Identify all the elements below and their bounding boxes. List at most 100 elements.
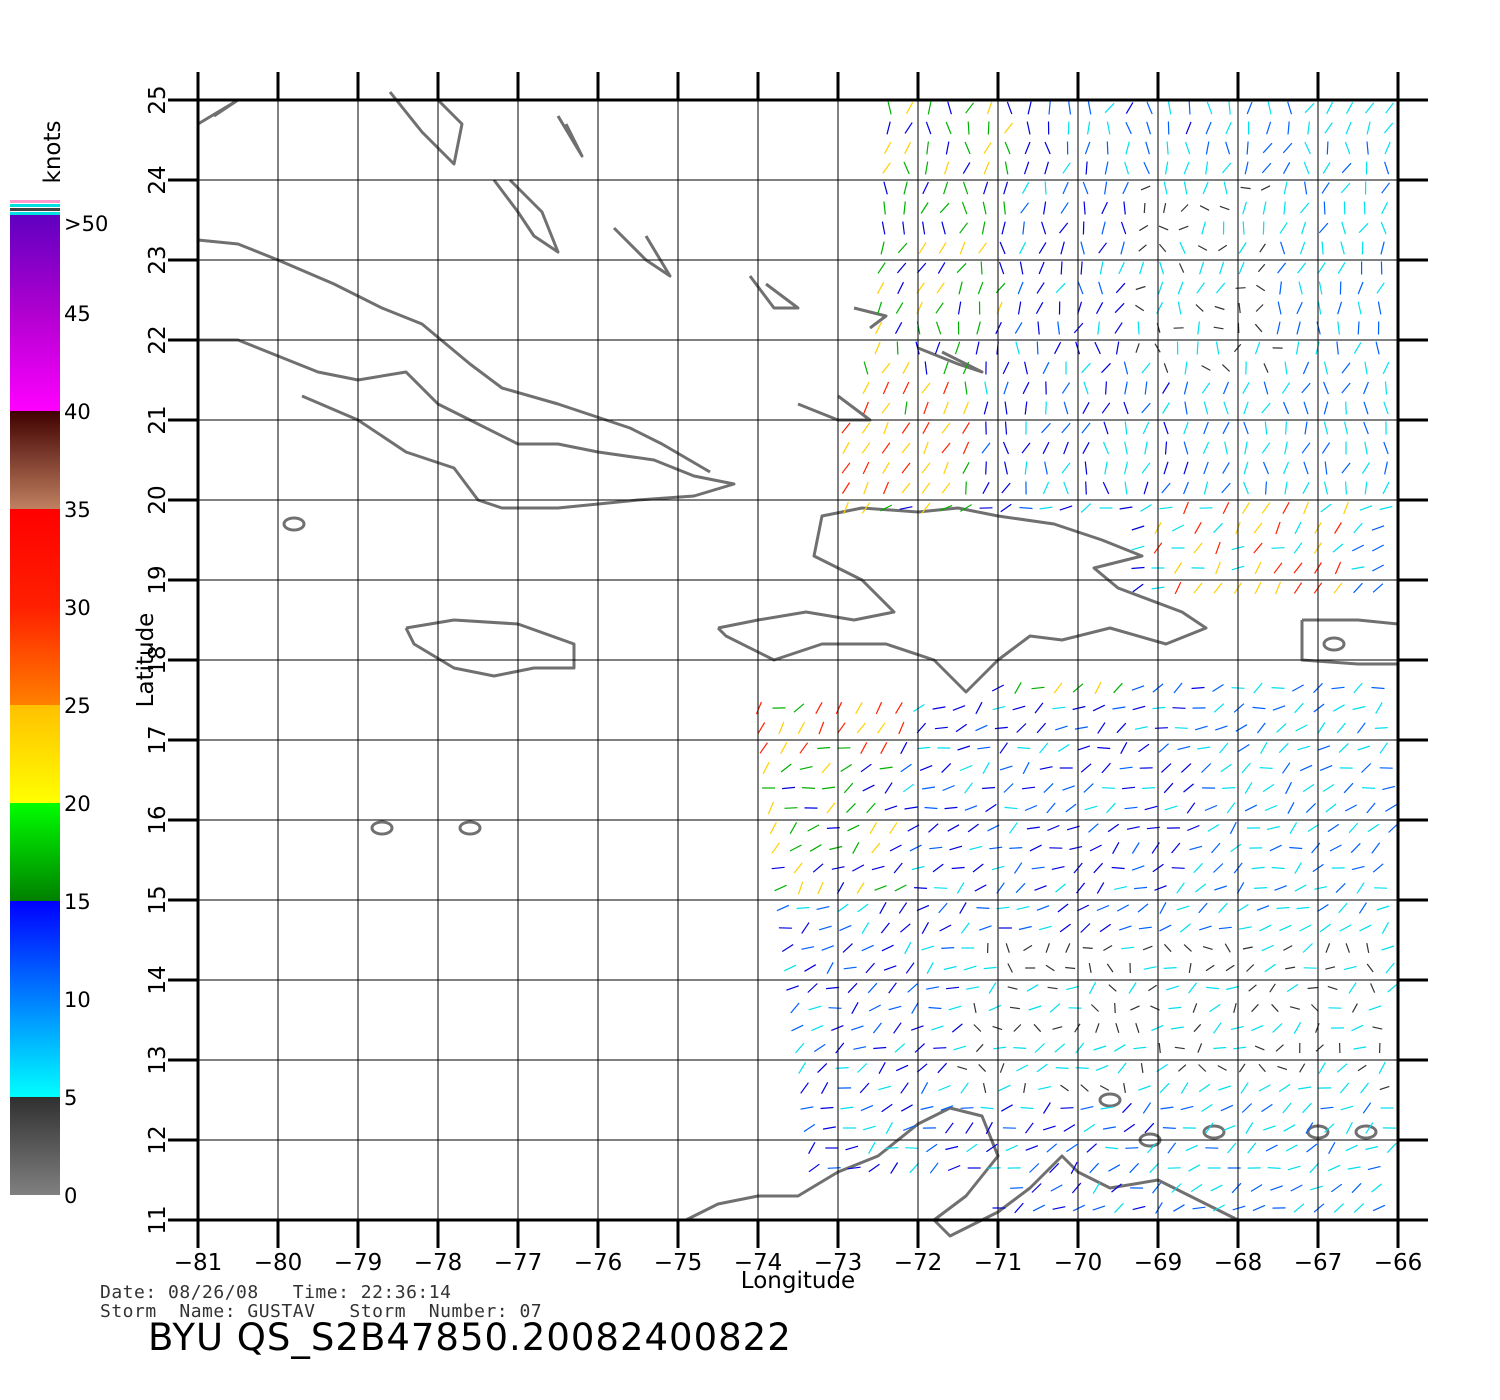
colorbar-tick-label: >50 <box>64 212 108 236</box>
wind-vector <box>973 1024 982 1032</box>
wind-vector <box>1088 823 1099 833</box>
wind-vector <box>1060 261 1063 275</box>
wind-vector <box>1042 1102 1051 1114</box>
lon-tick-label: −70 <box>1054 1250 1103 1276</box>
wind-vector <box>1379 742 1388 754</box>
wind-vector <box>1001 1104 1013 1112</box>
wind-vector <box>1243 401 1249 415</box>
wind-vector <box>800 1106 814 1110</box>
wind-vector <box>1254 341 1261 355</box>
wind-vector <box>1017 746 1031 750</box>
wind-vector <box>1014 322 1023 334</box>
wind-vector <box>1126 826 1140 830</box>
wind-vector <box>1351 1024 1364 1032</box>
wind-vector <box>1317 745 1331 751</box>
wind-vector <box>1219 205 1230 211</box>
wind-vector <box>904 122 913 134</box>
wind-vector <box>1365 1122 1374 1134</box>
wind-vector <box>988 1004 1002 1012</box>
wind-vector <box>1277 301 1282 315</box>
wind-vector <box>1205 141 1210 155</box>
wind-vector <box>1222 501 1230 515</box>
wind-vector <box>1213 703 1225 713</box>
wind-vector <box>1265 481 1267 495</box>
wind-vector <box>1238 261 1245 275</box>
wind-vector <box>1124 381 1128 395</box>
wind-vector <box>942 784 955 792</box>
wind-vector <box>1205 161 1209 175</box>
wind-vector <box>1199 261 1205 275</box>
wind-vector <box>1372 1204 1386 1212</box>
wind-vector <box>1075 1042 1085 1054</box>
wind-vector <box>1363 381 1369 395</box>
wind-vector <box>1215 561 1221 575</box>
wind-vector <box>1052 1026 1063 1030</box>
wind-vector <box>780 742 788 754</box>
wind-vector <box>1034 702 1044 714</box>
wind-vector <box>1280 241 1286 255</box>
wind-vector <box>1188 101 1191 115</box>
wind-vector <box>994 726 1008 730</box>
wind-vector <box>1337 321 1340 335</box>
wind-vector <box>1358 902 1368 914</box>
wind-vector <box>1197 746 1211 750</box>
wind-vector <box>1047 824 1060 832</box>
wind-vector <box>1180 204 1189 212</box>
wind-vector <box>781 943 794 953</box>
wind-vector <box>1140 185 1151 191</box>
wind-vector <box>1009 822 1018 834</box>
wind-vector <box>855 702 863 714</box>
wind-vector <box>1224 441 1228 455</box>
wind-vector <box>962 462 970 474</box>
wind-vector <box>845 802 856 814</box>
wind-vector <box>959 222 968 234</box>
wind-vector <box>1183 501 1189 515</box>
wind-vector <box>1353 682 1363 694</box>
wind-vector <box>901 422 911 434</box>
wind-vector <box>943 965 957 971</box>
colorbar-unit-label: knots <box>40 121 66 184</box>
wind-vector <box>1253 522 1263 534</box>
wind-vector <box>1055 282 1066 294</box>
wind-vector <box>1106 963 1114 973</box>
wind-vector <box>1330 1183 1343 1193</box>
wind-vector <box>932 706 946 710</box>
wind-vector <box>879 902 887 914</box>
y-axis-label: Latitude <box>133 613 159 708</box>
wind-vector <box>983 161 990 175</box>
wind-vector <box>901 482 911 494</box>
wind-vector <box>928 823 939 833</box>
wind-vector <box>822 1126 836 1130</box>
colorbar-cap-stripe <box>10 200 60 203</box>
wind-vector <box>1276 321 1281 335</box>
wind-vector <box>1002 441 1010 455</box>
wind-vector <box>841 482 851 494</box>
wind-vector <box>1092 1182 1101 1194</box>
wind-vector <box>1345 121 1352 135</box>
wind-vector <box>1119 925 1132 931</box>
wind-vector <box>1289 1006 1300 1010</box>
wind-vector <box>1253 682 1263 694</box>
wind-vector <box>1093 862 1104 874</box>
wind-vector <box>1263 381 1269 395</box>
wind-vector <box>1185 1144 1198 1152</box>
wind-vector <box>983 966 997 970</box>
wind-vector <box>1062 181 1069 195</box>
wind-vector <box>1325 966 1336 970</box>
wind-vector <box>917 746 931 750</box>
wind-vector <box>1313 703 1325 713</box>
wind-vector <box>1082 947 1093 949</box>
wind-vector <box>1042 481 1050 495</box>
wind-vector <box>1034 885 1047 891</box>
wind-vector <box>1380 241 1385 255</box>
wind-vector <box>1307 121 1310 135</box>
wind-vector <box>1241 762 1251 774</box>
wind-vector <box>998 261 1005 275</box>
wind-vector <box>875 701 883 715</box>
wind-vector <box>1341 162 1352 174</box>
wind-vector <box>1163 782 1174 794</box>
wind-vector <box>967 121 970 135</box>
wind-vector <box>1218 244 1228 252</box>
wind-vector <box>1351 1003 1358 1013</box>
wind-vector <box>937 1062 948 1074</box>
